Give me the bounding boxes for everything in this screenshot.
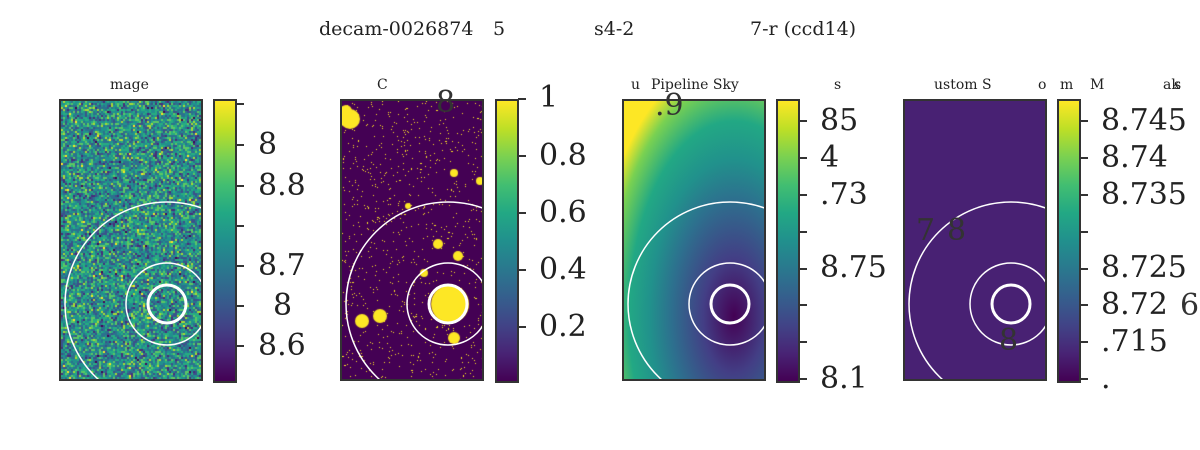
cbar3-label: 4	[820, 140, 840, 175]
colorbar-2	[495, 99, 519, 383]
cbar1-label: 8.8	[258, 168, 306, 203]
cbar4-tick	[1080, 120, 1088, 122]
cbar3-tick	[799, 120, 807, 122]
cbar1-label: 8	[273, 288, 293, 323]
cbar2-label: 0.8	[539, 138, 587, 173]
cbar3-label: .73	[820, 177, 868, 212]
sky-gradient	[624, 101, 764, 379]
cbar3-label: 8.1	[820, 361, 868, 396]
cbar2-label: 0.4	[539, 252, 587, 287]
cbar2-tick	[518, 155, 526, 157]
annulus-circles	[627, 201, 764, 379]
cbar4-label: 8.72	[1101, 287, 1168, 322]
figure-title-ccd-id: s4-2	[594, 18, 635, 40]
panel-3-title-fragment: u	[631, 77, 641, 93]
image-panel	[59, 99, 203, 381]
cbar3-tick	[799, 341, 807, 343]
cbar1-label: 8.7	[258, 248, 306, 283]
panel-4-overlay-text: 8	[947, 213, 967, 248]
figure-title-filter: 7-r (ccd14)	[750, 18, 857, 40]
panel-4-title-fragment: m	[1060, 77, 1074, 93]
cbar4-tick	[1080, 268, 1088, 270]
panel-4-title-fragment: s	[1174, 77, 1182, 93]
cbar1-label: 8.6	[258, 328, 306, 363]
mask-image	[342, 101, 482, 379]
cbar2-tick	[518, 326, 526, 328]
colorbar-1	[213, 99, 237, 383]
figure-title-number: 5	[493, 18, 506, 40]
cbar2-label: 0.2	[539, 309, 587, 344]
cbar1-tick	[236, 144, 244, 146]
cbar3-tick	[799, 231, 807, 233]
annulus-circles	[908, 201, 1045, 379]
annulus-circles	[64, 201, 201, 379]
panel-3-title-fragment: s	[834, 77, 842, 93]
cbar4-tick	[1080, 157, 1088, 159]
cbar2-tick	[518, 98, 526, 100]
cbar4-label: .	[1101, 361, 1111, 396]
cbar1-tick	[236, 305, 244, 307]
cbar1-tick	[236, 265, 244, 267]
cbar3-label: 85	[820, 103, 859, 138]
panel-3-overlay-text: .9	[655, 88, 684, 123]
colorbar-4	[1057, 99, 1081, 383]
figure-title-exposure: decam-0026874	[319, 18, 474, 40]
cbar3-tick	[799, 304, 807, 306]
cbar2-label: 0.6	[539, 195, 587, 230]
cbar3-tick	[799, 194, 807, 196]
panel-2-overlay-text: 8	[436, 85, 456, 120]
cbar4-label: 8.745	[1101, 103, 1187, 138]
annulus-circles	[345, 201, 482, 379]
colorbar-3	[776, 99, 800, 383]
panel-4-overlay-text: 8	[999, 323, 1019, 358]
panel-4-overlay-text: 7	[916, 213, 936, 248]
cbar2-tick	[518, 269, 526, 271]
cbar1-tick	[236, 185, 244, 187]
panel-1-title: mage	[110, 77, 149, 93]
panel-4-title-fragment: o	[1038, 77, 1047, 93]
cbar4-tick	[1080, 304, 1088, 306]
cbar3-label: 8.75	[820, 250, 887, 285]
noise-image	[61, 101, 201, 379]
cbar3-tick	[799, 157, 807, 159]
cbar2-tick	[518, 212, 526, 214]
custom-sky-panel	[903, 99, 1047, 381]
panel-4-title: ustom S	[934, 77, 992, 93]
cbar3-tick	[799, 268, 807, 270]
cbar3-tick	[799, 378, 807, 380]
cbar1-tick	[236, 225, 244, 227]
cbar4-label: .715	[1101, 324, 1168, 359]
cbar4-tick	[1080, 378, 1088, 380]
cbar4-tick	[1080, 194, 1088, 196]
cbar4-label: 8.735	[1101, 177, 1187, 212]
pipeline-sky-panel	[622, 99, 766, 381]
panel-2-title: C	[377, 77, 388, 93]
cbar1-tick	[236, 103, 244, 105]
panel-4-title-fragment: ak	[1163, 77, 1180, 93]
cbar2-label: 1	[539, 80, 559, 115]
panel-4-title-fragment: M	[1090, 77, 1105, 93]
cbar1-tick	[236, 345, 244, 347]
cbar4-tick	[1080, 341, 1088, 343]
cbar4-label: 8.725	[1101, 250, 1187, 285]
mask-panel	[340, 99, 484, 381]
cbar1-label: 8	[258, 127, 278, 162]
cbar4-label: 8.74	[1101, 140, 1168, 175]
panel-4-overlay-text: 6	[1180, 288, 1200, 323]
panel-3-title: Pipeline Sky	[651, 77, 739, 93]
cbar4-tick	[1080, 231, 1088, 233]
